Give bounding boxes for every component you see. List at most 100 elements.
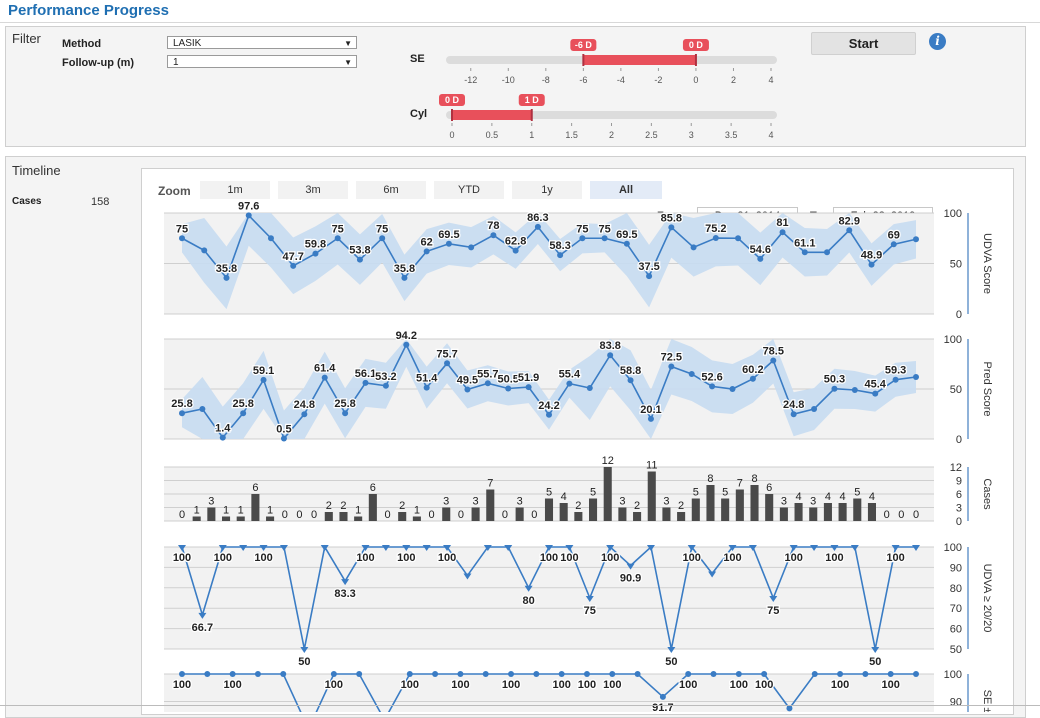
- line-panel-4-plot-area: [164, 674, 934, 712]
- bar: [486, 489, 495, 521]
- data-point: [912, 545, 920, 551]
- bar: [735, 489, 744, 521]
- data-label: 100: [451, 679, 469, 691]
- zoom-3m-button[interactable]: 3m: [278, 181, 348, 199]
- data-point: [533, 671, 540, 677]
- bar: [471, 507, 480, 521]
- data-label: 35.8: [216, 263, 237, 275]
- line-panel-4-series-line: [182, 673, 916, 712]
- bar-value-label: 2: [678, 500, 684, 512]
- data-label: 100: [173, 552, 191, 564]
- bar: [750, 485, 759, 521]
- bar: [809, 507, 818, 521]
- bar: [823, 503, 832, 521]
- bar: [647, 471, 656, 521]
- line-panel-4-y-tick-label: 90: [950, 697, 962, 709]
- se-slider-handle[interactable]: [582, 54, 585, 66]
- data-point: [179, 671, 185, 677]
- data-label: 50: [869, 656, 881, 668]
- se-slider-selected-range: [583, 55, 696, 65]
- data-point: [790, 411, 797, 418]
- data-label: 69.5: [438, 229, 459, 241]
- bar-value-label: 4: [840, 491, 846, 503]
- se-slider-handle-badge: [570, 39, 597, 51]
- line-panel-3-plot-area: [164, 547, 934, 649]
- bar-value-label: 5: [854, 487, 860, 499]
- data-label: 78: [487, 220, 499, 232]
- data-label: 100: [173, 679, 191, 691]
- data-point: [735, 671, 742, 677]
- data-point: [558, 671, 565, 677]
- cyl-slider-tick-label: 1: [529, 130, 534, 140]
- data-point: [585, 596, 594, 602]
- data-point: [729, 386, 736, 392]
- data-point: [757, 255, 764, 262]
- bar-value-label: 0: [282, 509, 288, 521]
- method-select[interactable]: LASIK ▼: [167, 36, 357, 49]
- bar-value-label: 3: [473, 496, 479, 508]
- se-slider-handle-label: 0 D: [689, 40, 704, 50]
- data-point: [846, 227, 853, 234]
- data-label: 75.2: [705, 223, 726, 235]
- se-slider-handle-badge: [682, 39, 709, 51]
- data-point: [482, 671, 489, 677]
- se-slider-handle[interactable]: [694, 54, 697, 66]
- data-label: 54.6: [750, 244, 771, 256]
- data-label: 35.8: [394, 263, 415, 275]
- data-point: [290, 262, 297, 269]
- data-point: [871, 647, 880, 653]
- zoom-6m-button[interactable]: 6m: [356, 181, 426, 199]
- chevron-down-icon: ▼: [344, 39, 352, 48]
- zoom-1m-button[interactable]: 1m: [200, 181, 270, 199]
- data-point: [607, 352, 614, 359]
- cyl-slider-tick-label: 4: [768, 130, 773, 140]
- data-point: [761, 671, 768, 677]
- data-point: [179, 410, 185, 417]
- timeline-panel: Timeline Cases 158 Zoom 1m 3m 6m YTD 1y …: [5, 156, 1026, 718]
- line-panel-4-y-tick-label: 100: [944, 669, 962, 681]
- bar-value-label: 3: [443, 496, 449, 508]
- bar: [515, 507, 524, 521]
- zoom-all-button[interactable]: All: [590, 181, 662, 199]
- data-label: 61.1: [794, 237, 815, 249]
- bar-value-label: 1: [223, 505, 229, 517]
- data-label: 25.8: [171, 398, 192, 410]
- data-label: 100: [540, 552, 558, 564]
- bar-value-label: 6: [370, 482, 376, 494]
- bar: [266, 516, 275, 521]
- data-point: [320, 545, 329, 551]
- data-point: [484, 380, 491, 387]
- info-icon[interactable]: i: [929, 33, 946, 50]
- data-label: 94.2: [396, 330, 417, 342]
- bar-value-label: 0: [311, 509, 317, 521]
- data-point: [890, 241, 897, 248]
- data-label: 50: [298, 656, 310, 668]
- data-point: [508, 671, 515, 677]
- zoom-ytd-button[interactable]: YTD: [434, 181, 504, 199]
- data-label: 81: [776, 217, 788, 229]
- data-point: [178, 545, 186, 551]
- start-button[interactable]: Start: [811, 32, 916, 55]
- data-label: 91.7: [652, 702, 673, 712]
- data-label: 75: [376, 223, 388, 235]
- data-label: 59.8: [305, 239, 326, 251]
- followup-select[interactable]: 1 ▼: [167, 55, 357, 68]
- cyl-slider-handle-badge: [439, 94, 465, 106]
- data-point: [301, 411, 308, 418]
- data-label: 97.6: [238, 200, 259, 212]
- data-point: [401, 274, 408, 281]
- bar: [589, 498, 598, 521]
- cyl-slider-handle[interactable]: [451, 109, 453, 121]
- bar: [794, 503, 803, 521]
- data-point: [445, 240, 452, 247]
- page-title: Performance Progress: [8, 2, 169, 19]
- data-point: [490, 232, 497, 239]
- zoom-1y-button[interactable]: 1y: [512, 181, 582, 199]
- data-label: 50: [665, 656, 677, 668]
- data-point: [872, 390, 879, 397]
- data-label: 83.8: [599, 340, 620, 352]
- cyl-slider-handle[interactable]: [530, 109, 533, 121]
- data-label: 100: [882, 679, 900, 691]
- data-point: [239, 545, 248, 551]
